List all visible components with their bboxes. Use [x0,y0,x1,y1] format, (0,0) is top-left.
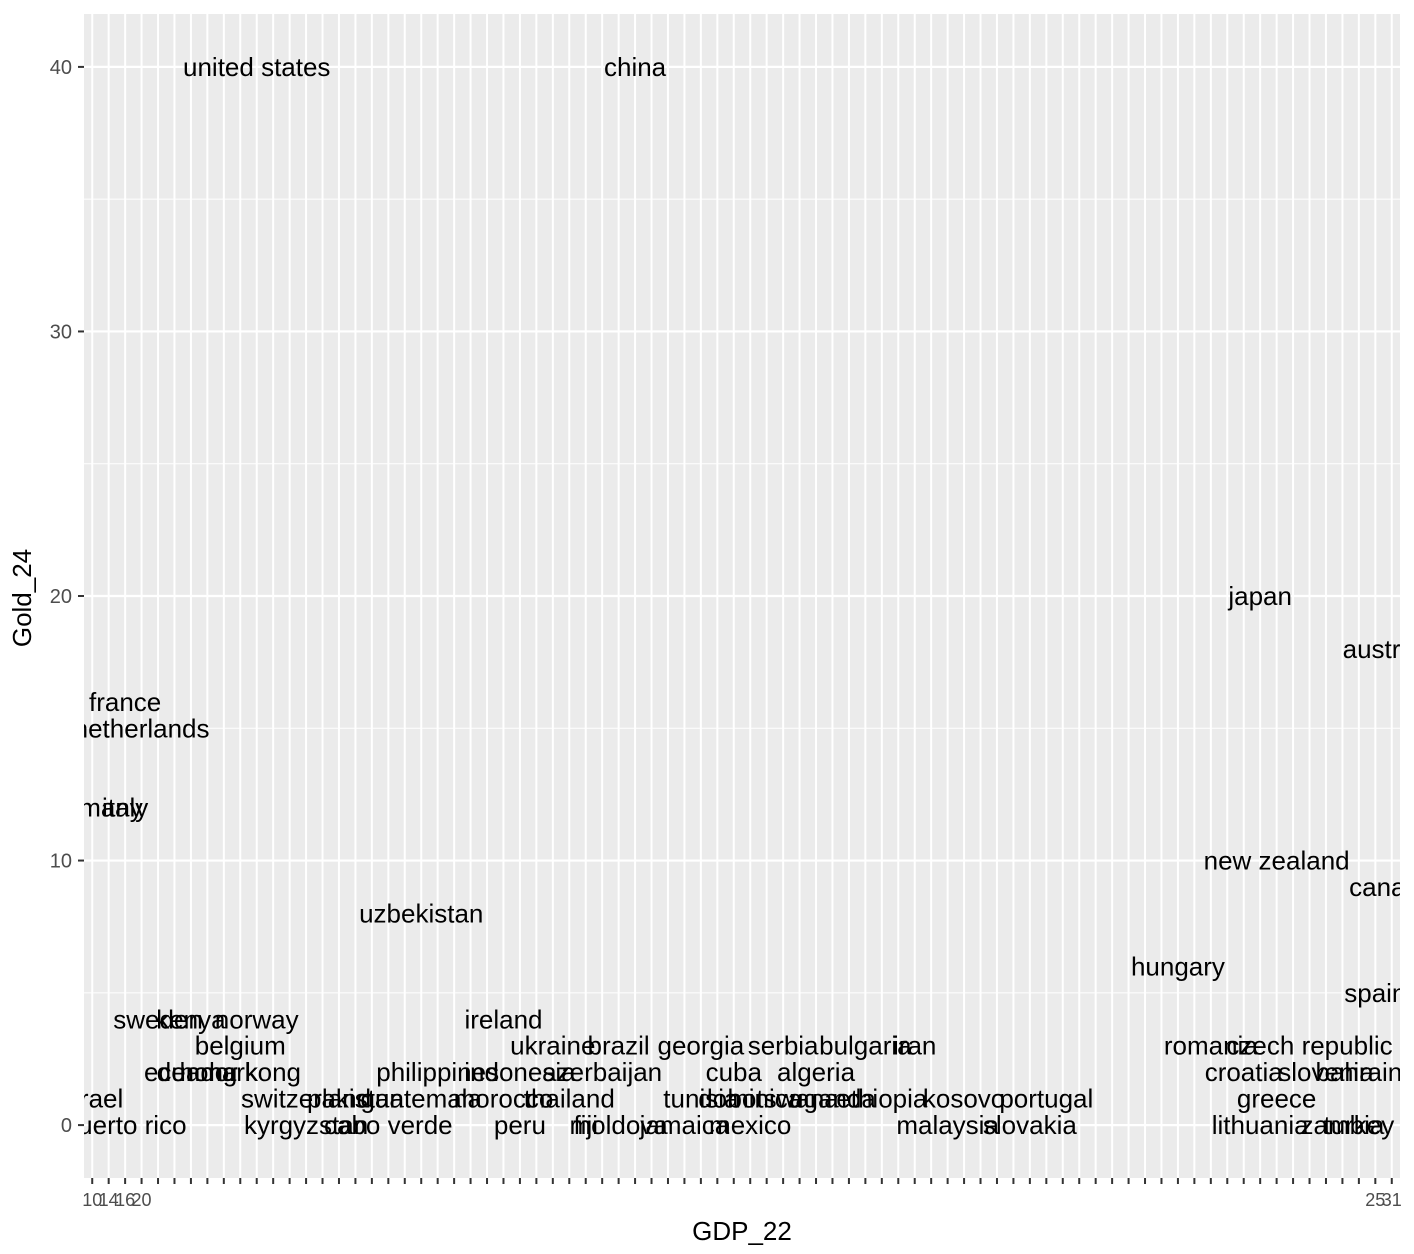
point-label: malaysia [896,1110,999,1140]
point-label: mexico [709,1110,791,1140]
point-label: norway [215,1004,299,1034]
x-tick-label: 20 [132,1190,152,1210]
point-label: spain [1344,978,1406,1008]
point-label: denmark [157,1057,259,1087]
point-label: georgia [658,1031,745,1061]
point-label: australia [1343,634,1414,664]
point-labels: united stateschinajapanaustraliafrancene… [42,52,1414,1140]
x-tick-label: 10 [82,1190,102,1210]
x-axis-title: GDP_22 [692,1216,792,1246]
point-label: hungary [1131,951,1225,981]
y-tick-label: 30 [50,321,72,343]
point-label: thailand [524,1084,615,1114]
point-label: sweden [113,1004,203,1034]
point-label: netherlands [74,713,210,743]
point-label: serbia [748,1031,819,1061]
point-label: japan [1227,581,1292,611]
grid [84,14,1400,1178]
x-tick-label: 25 [1365,1190,1385,1210]
point-label: turkey [1323,1110,1394,1140]
point-label: kenya [156,1004,226,1034]
y-tick-label: 0 [61,1115,72,1137]
point-label: kyrgyzstan [244,1110,368,1140]
point-label: ecuador [144,1057,238,1087]
x-tick-label: 16 [115,1190,135,1210]
point-label: italy [102,793,148,823]
point-label: slovakia [983,1110,1077,1140]
point-label: botswana [727,1084,839,1114]
y-tick-label: 20 [50,586,72,608]
point-label: jamaica [639,1110,730,1140]
point-label: israel [61,1084,123,1114]
point-label: peru [494,1110,546,1140]
point-label: bahrain [1316,1057,1403,1087]
point-label: guatemala [361,1084,483,1114]
point-label: iran [893,1031,936,1061]
point-label: lithuania [1212,1110,1309,1140]
point-label: puerto rico [64,1110,187,1140]
point-label: romania [1164,1031,1258,1061]
point-label: morocco [454,1084,554,1114]
point-label: greece [1237,1084,1317,1114]
point-label: belgium [195,1031,286,1061]
point-label: brazil [588,1031,650,1061]
point-label: azerbaijan [542,1057,662,1087]
point-label: canada [1349,872,1414,902]
point-label: uzbekistan [359,898,483,928]
point-label: indonesia [464,1057,576,1087]
point-label: hong kong [180,1057,301,1087]
point-label: slovenia [1278,1057,1374,1087]
point-label: china [604,52,667,82]
point-label: uganda [789,1084,876,1114]
point-label: dominica [698,1084,803,1114]
point-label: croatia [1205,1057,1284,1087]
point-label: switzerland [241,1084,371,1114]
y-tick-label: 10 [50,851,72,873]
point-label: cuba [706,1057,763,1087]
point-label: tunisia [663,1084,739,1114]
point-label: philippines [376,1057,499,1087]
point-label: kosovo [923,1084,1005,1114]
point-label: algeria [777,1057,856,1087]
point-label: germany [42,793,143,823]
y-tick-label: 40 [50,57,72,79]
point-label: czech republic [1226,1031,1392,1061]
point-label: new zealand [1204,846,1350,876]
x-tick-label: 31 [1382,1190,1402,1210]
point-label: cabo verde [324,1110,453,1140]
point-label: fiji [573,1110,598,1140]
point-label: ukraine [510,1031,595,1061]
point-label: ireland [464,1004,542,1034]
point-label: united states [183,52,330,82]
point-label: france [89,687,161,717]
x-tick-label: 14 [99,1190,119,1210]
point-label: pakistan [307,1084,404,1114]
y-axis-title: Gold_24 [7,549,37,647]
point-label: portugal [999,1084,1093,1114]
point-label: bulgaria [819,1031,912,1061]
point-label: zambia [1301,1110,1385,1140]
point-label: moldova [569,1110,668,1140]
point-label: ethiopia [836,1084,928,1114]
